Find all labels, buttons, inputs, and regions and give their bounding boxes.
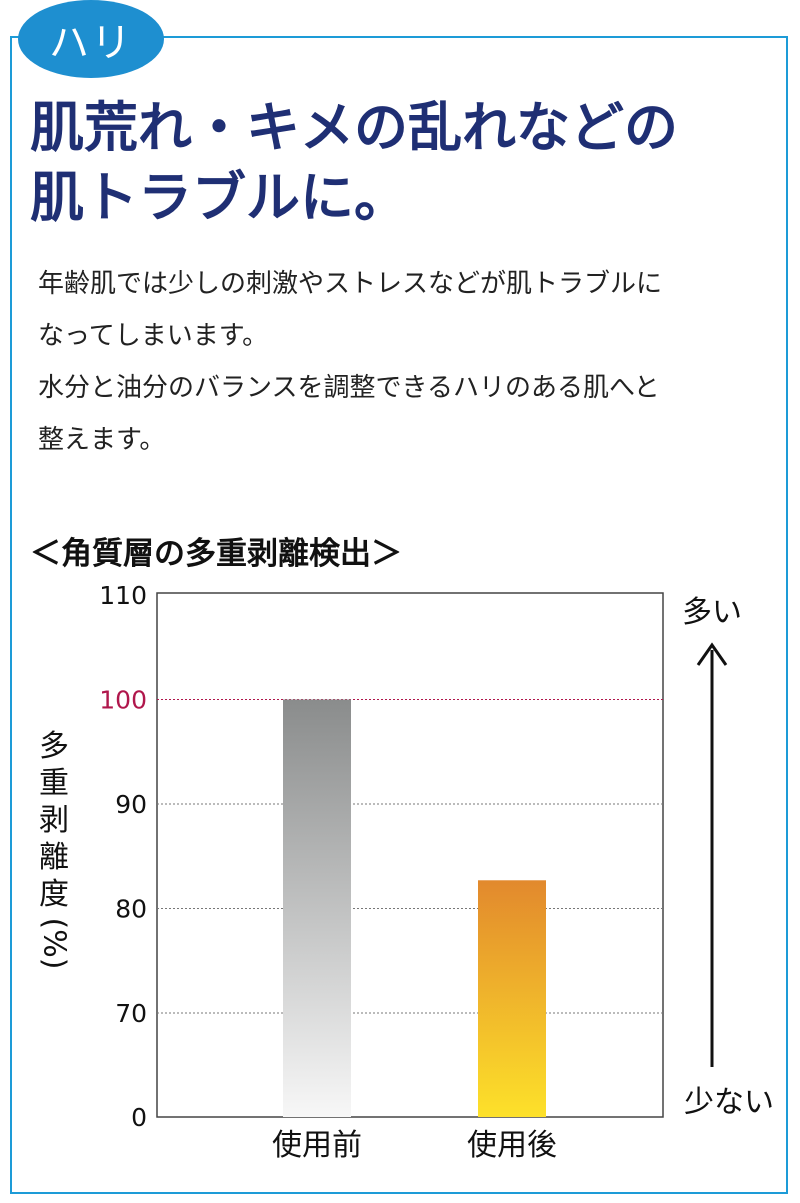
description: 年齢肌では少しの刺激やストレスなどが肌トラブルに なってしまいます。 水分と油分… xyxy=(38,258,768,466)
headline-line-2: 肌トラブルに。 xyxy=(30,165,408,229)
arrow-bottom-label: 少ない xyxy=(684,1085,774,1120)
y-tick-label: 70 xyxy=(115,999,147,1028)
category-badge: ハリ xyxy=(18,0,164,78)
y-axis-label-char: 重 xyxy=(39,766,69,801)
x-category-label: 使用前 xyxy=(272,1128,362,1163)
bar-1 xyxy=(283,699,351,1117)
y-tick-label: 110 xyxy=(99,581,147,610)
description-line-1: 年齢肌では少しの刺激やストレスなどが肌トラブルに xyxy=(38,269,663,299)
y-tick-label: 100 xyxy=(99,686,147,715)
headline: 肌荒れ・キメの乱れなどの 肌トラブルに。 xyxy=(30,92,770,232)
y-tick-label: 0 xyxy=(131,1103,147,1132)
y-axis-label-char: 多 xyxy=(39,729,69,764)
y-axis-label-char: 離 xyxy=(39,840,69,875)
y-axis-label-char: 度 xyxy=(39,877,69,912)
description-line-4: 整えます。 xyxy=(38,425,166,455)
arrow-top-label: 多い xyxy=(682,595,742,630)
y-tick-label: 90 xyxy=(115,790,147,819)
chart-title: ＜角質層の多重剥離検出＞ xyxy=(30,536,402,572)
y-tick-label: 80 xyxy=(115,895,147,924)
x-category-label: 使用後 xyxy=(467,1128,557,1163)
bar-2 xyxy=(478,880,546,1117)
description-line-3: 水分と油分のバランスを調整できるハリのある肌へと xyxy=(38,373,660,403)
description-line-2: なってしまいます。 xyxy=(38,321,269,351)
y-axis-label: 多 重 剥 離 度 (%) xyxy=(34,728,74,969)
headline-line-1: 肌荒れ・キメの乱れなどの xyxy=(30,95,678,159)
trend-arrow-head xyxy=(696,642,728,666)
plot-area xyxy=(156,592,664,1118)
y-axis-label-char: 剥 xyxy=(39,803,69,838)
